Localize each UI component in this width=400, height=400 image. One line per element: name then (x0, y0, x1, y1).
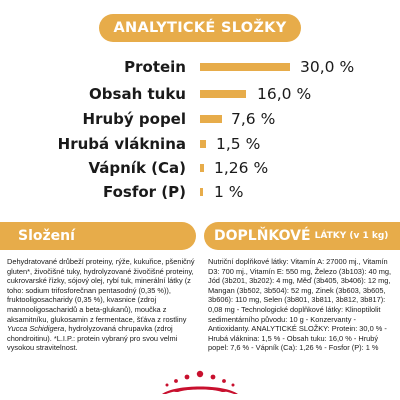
royal-canin-crown-icon (162, 370, 238, 394)
nutrient-label-fiber: Hrubá vláknina (57, 135, 186, 153)
composition-text-italic: Yucca Schidigera (7, 324, 65, 334)
nutrient-label-ash: Hrubý popel (82, 110, 186, 128)
nutrient-label-phosphorus: Fosfor (P) (102, 183, 186, 201)
nutrient-bar-fiber (200, 140, 206, 148)
composition-text-end: , hydrolyzovaná chrupavka (zdroj chondro… (7, 324, 178, 353)
nutrient-label-calcium: Vápník (Ca) (88, 159, 186, 177)
nutrient-bar-fat (200, 90, 246, 98)
nutrient-value-calcium: 1,26 % (214, 159, 269, 177)
nutrient-label-fat: Obsah tuku (89, 85, 186, 103)
nutrient-bar-ash (200, 115, 222, 123)
nutrient-label-protein: Protein (124, 58, 186, 76)
nutrient-value-fat: 16,0 % (257, 85, 312, 103)
composition-text-main: Dehydratované drůbeží proteiny, rýže, ku… (7, 257, 195, 324)
nutrient-value-protein: 30,0 % (300, 58, 355, 76)
nutrient-value-fiber: 1,5 % (216, 135, 261, 153)
analytic-title: ANALYTICKÉ SLOŽKY (113, 20, 287, 36)
additives-subtitle: LÁTKY (v 1 kg) (314, 231, 389, 241)
additives-title: DOPLŇKOVÉ (214, 228, 311, 244)
composition-text: Dehydratované drůbeží proteiny, rýže, ku… (7, 257, 195, 353)
composition-title: Složení (18, 228, 75, 244)
additives-header: DOPLŇKOVÉ LÁTKY (v 1 kg) (204, 222, 400, 250)
additives-text: Nutriční doplňkové látky: Vitamín A: 270… (208, 257, 392, 353)
nutrient-bar-phosphorus (200, 188, 203, 196)
nutrient-bar-protein (200, 63, 290, 71)
nutrient-value-ash: 7,6 % (231, 110, 276, 128)
nutrient-bar-calcium (200, 164, 204, 172)
nutrient-value-phosphorus: 1 % (214, 183, 244, 201)
composition-header: Složení (0, 222, 196, 250)
analytic-banner: ANALYTICKÉ SLOŽKY (99, 14, 301, 42)
